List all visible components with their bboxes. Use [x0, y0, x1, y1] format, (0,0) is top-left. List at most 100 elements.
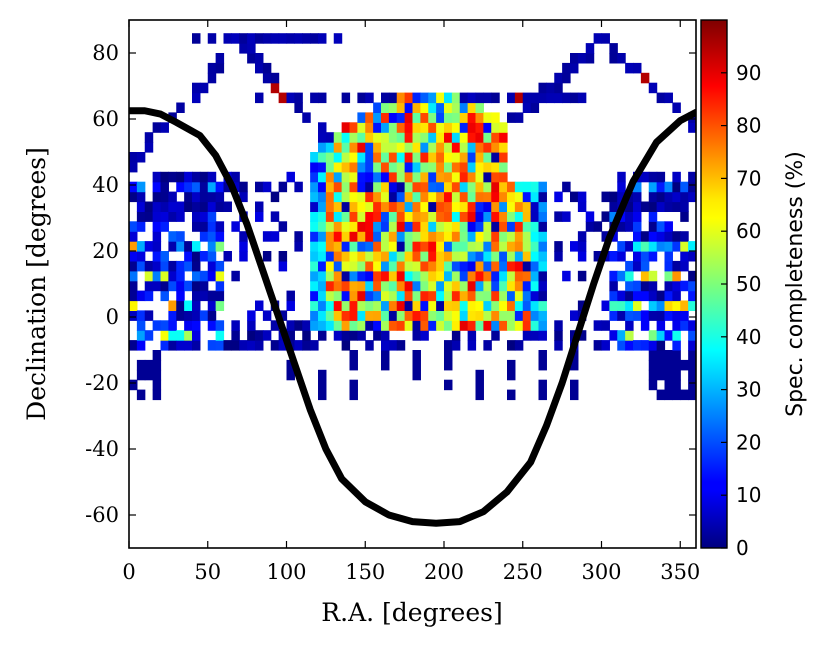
heatmap-cell — [648, 350, 658, 361]
heatmap-cell — [514, 260, 524, 272]
heatmap-cell — [404, 112, 414, 123]
heatmap-cell — [239, 231, 248, 242]
heatmap-cell — [538, 320, 547, 331]
heatmap-cell — [381, 280, 390, 292]
heatmap-cell — [648, 201, 658, 212]
heatmap-cell — [428, 260, 437, 272]
heatmap-cell — [459, 142, 469, 153]
heatmap-cell — [357, 251, 366, 262]
heatmap-cell — [199, 171, 209, 183]
heatmap-cell — [160, 270, 169, 282]
heatmap-cell — [570, 241, 579, 252]
heatmap-cell — [325, 251, 335, 262]
heatmap-cell — [648, 340, 658, 351]
heatmap-cell — [467, 122, 477, 133]
heatmap-cell — [310, 280, 319, 292]
heatmap-cell — [507, 221, 516, 232]
heatmap-cell — [428, 270, 437, 282]
heatmap-cell — [593, 251, 603, 262]
heatmap-cell — [428, 142, 437, 153]
heatmap-cell — [412, 320, 421, 331]
heatmap-cell — [420, 221, 429, 232]
heatmap-cell — [373, 330, 382, 341]
heatmap-cell — [396, 300, 406, 311]
heatmap-cell — [412, 122, 421, 133]
heatmap-cell — [412, 369, 421, 381]
heatmap-cell — [310, 300, 319, 311]
heatmap-cell — [459, 320, 469, 331]
heatmap-cell — [672, 231, 681, 242]
heatmap-cell — [318, 92, 327, 104]
heatmap-cell — [514, 320, 524, 331]
heatmap-cell — [357, 270, 366, 282]
heatmap-cell — [514, 231, 524, 242]
colorbar-tick-label: 90 — [736, 61, 761, 85]
heatmap-cell — [499, 171, 508, 183]
heatmap-cell — [404, 122, 414, 133]
heatmap-cell — [404, 181, 414, 193]
heatmap-cell — [129, 260, 138, 272]
heatmap-cell — [381, 181, 390, 193]
heatmap-cell — [562, 92, 571, 104]
heatmap-cell — [412, 300, 421, 311]
heatmap-cell — [688, 340, 696, 351]
heatmap-cell — [491, 152, 500, 163]
heatmap-cell — [459, 251, 469, 262]
heatmap-cell — [357, 280, 366, 292]
heatmap-cell — [325, 201, 335, 212]
heatmap-cell — [199, 251, 209, 262]
heatmap-cell — [609, 280, 618, 292]
heatmap-cell — [633, 260, 642, 272]
heatmap-cell — [467, 201, 477, 212]
heatmap-cell — [680, 389, 689, 401]
heatmap-cell — [373, 251, 382, 262]
heatmap-cell — [538, 231, 547, 242]
heatmap-cell — [152, 122, 162, 133]
heatmap-cell — [373, 132, 382, 143]
heatmap-cell — [381, 152, 390, 163]
heatmap-cell — [428, 310, 437, 321]
heatmap-cell — [625, 211, 634, 222]
heatmap-cell — [617, 270, 626, 282]
heatmap-cell — [199, 231, 209, 242]
heatmap-cell — [459, 201, 469, 212]
heatmap-cell — [381, 112, 390, 123]
heatmap-cell — [648, 211, 658, 222]
heatmap-cell — [357, 191, 366, 203]
heatmap-cell — [341, 211, 351, 222]
heatmap-cell — [168, 171, 177, 183]
heatmap-cell — [617, 300, 626, 311]
heatmap-cell — [215, 320, 225, 331]
heatmap-cell — [507, 231, 516, 242]
heatmap-cell — [192, 300, 201, 311]
y-axis-label: Declination [degrees] — [22, 147, 51, 421]
heatmap-cell — [207, 241, 217, 252]
heatmap-cell — [601, 231, 610, 242]
heatmap-cell — [680, 300, 689, 311]
heatmap-cell — [633, 231, 642, 242]
heatmap-cell — [365, 132, 374, 143]
heatmap-cell — [436, 231, 445, 242]
heatmap-cell — [467, 340, 477, 351]
heatmap-cell — [144, 201, 154, 212]
heatmap-cell — [444, 102, 453, 113]
heatmap-cell — [404, 191, 414, 203]
heatmap-cell — [451, 280, 461, 292]
heatmap-cell — [404, 231, 414, 242]
heatmap-cell — [381, 290, 390, 302]
heatmap-cell — [459, 171, 469, 183]
heatmap-cell — [593, 33, 603, 44]
heatmap-cell — [491, 280, 500, 292]
heatmap-cell — [625, 340, 634, 351]
heatmap-cell — [318, 132, 327, 143]
heatmap-cell — [207, 72, 217, 84]
heatmap-cell — [554, 82, 563, 94]
heatmap-cell — [459, 112, 469, 123]
heatmap-cell — [436, 290, 445, 302]
heatmap-cell — [192, 33, 201, 44]
heatmap-cell — [444, 280, 453, 292]
heatmap-cell — [270, 320, 280, 331]
heatmap-cell — [451, 231, 461, 242]
heatmap-cell — [507, 340, 516, 351]
